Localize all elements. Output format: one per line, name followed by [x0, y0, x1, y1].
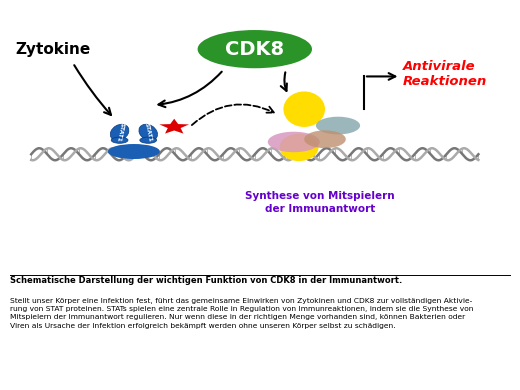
Text: STAT1: STAT1	[144, 122, 153, 143]
Ellipse shape	[139, 124, 158, 140]
Ellipse shape	[111, 137, 128, 143]
Text: Stellt unser Körper eine Infektion fest, führt das gemeinsame Einwirken von Zyto: Stellt unser Körper eine Infektion fest,…	[10, 298, 474, 329]
Ellipse shape	[110, 124, 129, 140]
FancyArrowPatch shape	[192, 105, 274, 125]
Ellipse shape	[108, 144, 160, 159]
Ellipse shape	[304, 130, 346, 148]
Text: Synthese von Mitspielern
der Immunantwort: Synthese von Mitspielern der Immunantwor…	[245, 191, 395, 213]
Ellipse shape	[140, 137, 157, 143]
Text: CDK8: CDK8	[225, 40, 284, 58]
Text: Schematische Darstellung der wichtigen Funktion von CDK8 in der Immunantwort.: Schematische Darstellung der wichtigen F…	[10, 277, 402, 285]
Text: Zytokine: Zytokine	[16, 42, 91, 57]
Ellipse shape	[316, 117, 360, 135]
Ellipse shape	[268, 132, 320, 152]
Text: Antivirale
Reaktionen: Antivirale Reaktionen	[403, 60, 487, 88]
Ellipse shape	[280, 134, 318, 161]
Polygon shape	[159, 119, 189, 133]
Ellipse shape	[283, 92, 325, 127]
Ellipse shape	[198, 30, 312, 68]
Text: STAT1: STAT1	[115, 122, 124, 143]
